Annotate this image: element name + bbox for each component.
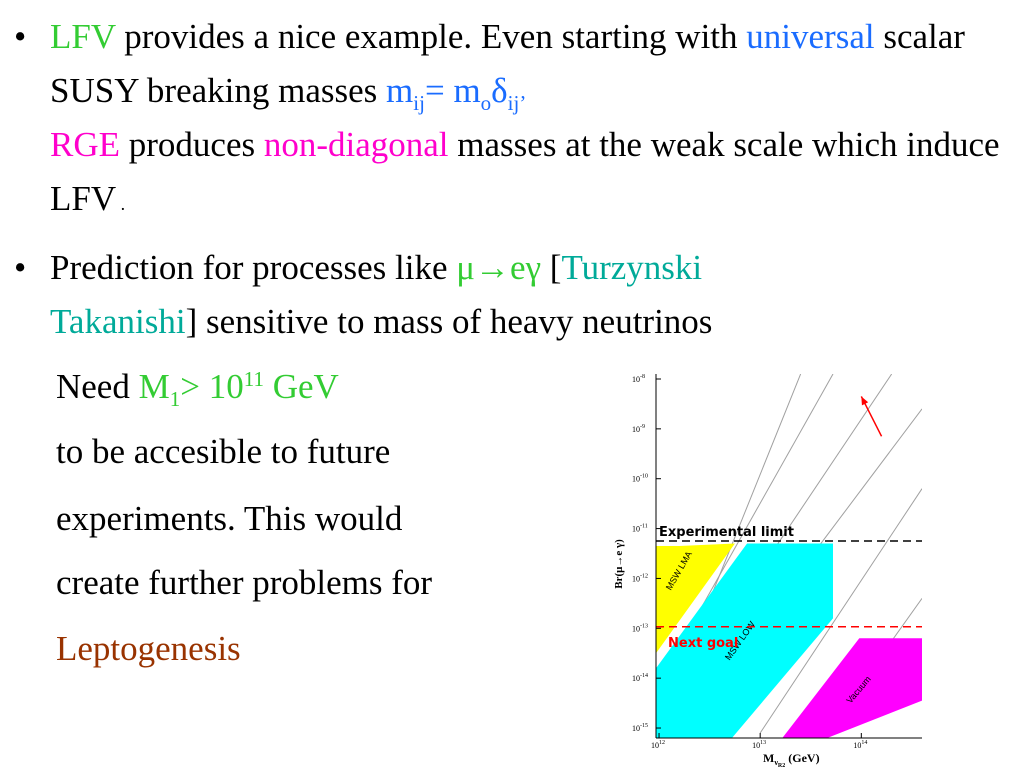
y-tick-base: 10 <box>632 574 640 583</box>
y-tick-base: 10 <box>632 375 640 384</box>
x-axis-label: MνR2 (GeV) <box>763 751 820 768</box>
y-tick-exponent: -11 <box>640 524 648 530</box>
x-axis-label-m: M <box>763 751 774 765</box>
band-msw-low <box>656 543 833 738</box>
x-tick-label-2: 1014 <box>853 740 867 750</box>
formula-delta: δ <box>491 71 508 110</box>
x-axis-label-nu: ν <box>773 758 778 767</box>
formula-m: m <box>386 71 414 110</box>
y-tick-exponent: -15 <box>640 723 648 729</box>
line-problems: create further problems for <box>56 563 433 602</box>
formula-mass-matrix: mij= moδij’ <box>386 71 526 114</box>
text-segment: provides a nice example. Even starting w… <box>115 17 747 56</box>
formula-ij: ij <box>413 91 425 115</box>
y-tick-label-3: 10-11 <box>632 524 648 534</box>
line-experiments: experiments. This would <box>56 499 403 538</box>
y-tick-base: 10 <box>632 624 640 633</box>
y-tick-base: 10 <box>632 475 640 484</box>
formula-exp: 11 <box>243 367 264 391</box>
bullet-text: LFV provides a nice example. Even starti… <box>50 10 1004 231</box>
x-tick-base: 10 <box>853 741 861 750</box>
term-lfv: LFV <box>50 17 116 56</box>
y-tick-label-5: 10-13 <box>632 623 648 633</box>
y-tick-base: 10 <box>632 674 640 683</box>
y-tick-exponent: -10 <box>640 474 648 480</box>
formula-eq: = m <box>424 71 481 110</box>
author-turzynski: Turzynski <box>561 248 703 287</box>
guide-line-4 <box>759 488 922 734</box>
band-msw-lma <box>656 543 735 654</box>
y-tick-exponent: -9 <box>640 424 645 430</box>
x-axis-label-r2: R2 <box>778 763 785 768</box>
term-non-diagonal: non-diagonal <box>263 125 449 164</box>
y-tick-base: 10 <box>632 525 640 534</box>
y-tick-label-1: 10-9 <box>632 424 645 434</box>
y-tick-label-7: 10-15 <box>632 723 648 733</box>
x-tick-base: 10 <box>752 741 760 750</box>
y-axis-label: Br(μ→e γ) <box>613 539 625 589</box>
formula-sub-1: 1 <box>169 387 181 411</box>
text-segment: masses at the weak scale which induce LF… <box>50 125 1000 218</box>
y-tick-exponent: -13 <box>640 623 648 629</box>
band-vacuum <box>782 638 922 738</box>
y-tick-exponent: -8 <box>640 374 645 380</box>
x-tick-base: 10 <box>651 741 659 750</box>
y-tick-label-4: 10-12 <box>632 573 648 583</box>
process-mu-e-gamma: μ→eγ <box>456 248 542 287</box>
y-tick-label-2: 10-10 <box>632 474 648 484</box>
x-tick-exponent: 13 <box>760 740 766 746</box>
text-segment: ] sensitive to mass of heavy neutrinos <box>185 302 713 341</box>
formula-gev: GeV <box>263 367 339 406</box>
x-tick-label-0: 1012 <box>651 740 665 750</box>
x-tick-exponent: 12 <box>659 740 665 746</box>
text-segment: Need <box>56 367 139 406</box>
author-takanishi: Takanishi <box>50 302 186 341</box>
y-tick-base: 10 <box>632 724 640 733</box>
formula-comma: ’ <box>519 91 527 115</box>
bullet-lfv-example: • LFV provides a nice example. Even star… <box>14 10 1004 231</box>
branching-ratio-chart: MSW LMA MSW LOW Vacuum 10-8 10-9 10-10 10-11 1… <box>588 366 922 768</box>
x-axis-label-unit: (GeV) <box>785 751 819 765</box>
y-tick-label-6: 10-14 <box>632 673 648 683</box>
formula-M: M <box>138 367 170 406</box>
formula-mass-bound: M1> 1011 GeV <box>138 367 339 410</box>
y-tick-base: 10 <box>632 425 640 434</box>
x-tick-exponent: 14 <box>861 740 867 746</box>
y-tick-label-0: 10-8 <box>632 374 645 384</box>
text-segment: [ <box>541 248 562 287</box>
bullet-point: • <box>14 17 27 56</box>
y-tick-exponent: -14 <box>640 673 648 679</box>
formula-ij2: ij <box>507 91 520 115</box>
bullet-text: Prediction for processes like μ→eγ [Turz… <box>50 241 1004 349</box>
formula-gt: > 10 <box>180 367 244 406</box>
bullet-point: • <box>14 248 27 287</box>
text-period: . <box>116 194 126 214</box>
text-segment: scalar SUSY breaking masses <box>50 17 965 110</box>
next-goal-label: Next goal <box>668 636 738 651</box>
text-segment: Prediction for processes like <box>50 248 457 287</box>
y-tick-exponent: -12 <box>640 573 648 579</box>
bullet-prediction: • Prediction for processes like μ→eγ [Tu… <box>14 241 1004 349</box>
arrow-head <box>861 396 869 406</box>
line-accessible: to be accesible to future <box>56 432 391 471</box>
experimental-limit-label: Experimental limit <box>659 525 794 540</box>
formula-o: o <box>480 91 492 115</box>
text-segment: produces <box>120 125 264 164</box>
line-need-mass: Need M1> 1011 GeV <box>56 360 339 414</box>
term-universal: universal <box>746 17 875 56</box>
x-tick-label-1: 1013 <box>752 740 766 750</box>
term-rge: RGE <box>50 125 120 164</box>
term-leptogenesis: Leptogenesis <box>56 629 241 668</box>
